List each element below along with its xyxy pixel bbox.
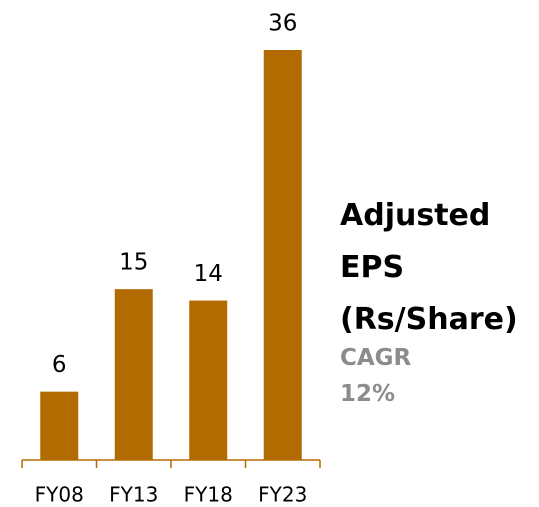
x-tick-label: FY23 — [258, 483, 307, 507]
bar — [114, 289, 153, 460]
x-tick-label: FY13 — [109, 483, 158, 507]
chart-title: Adjusted EPS (Rs/Share) — [340, 198, 518, 337]
bar — [263, 50, 302, 460]
x-tick-label: FY08 — [35, 483, 84, 507]
value-label: 14 — [194, 261, 223, 287]
value-label: 36 — [268, 11, 297, 37]
x-tick-label: FY18 — [184, 483, 233, 507]
bar — [189, 300, 228, 460]
value-label: 6 — [52, 352, 67, 378]
value-label: 15 — [119, 250, 148, 276]
bar — [40, 391, 79, 460]
annotation: CAGR 12% — [340, 345, 412, 407]
